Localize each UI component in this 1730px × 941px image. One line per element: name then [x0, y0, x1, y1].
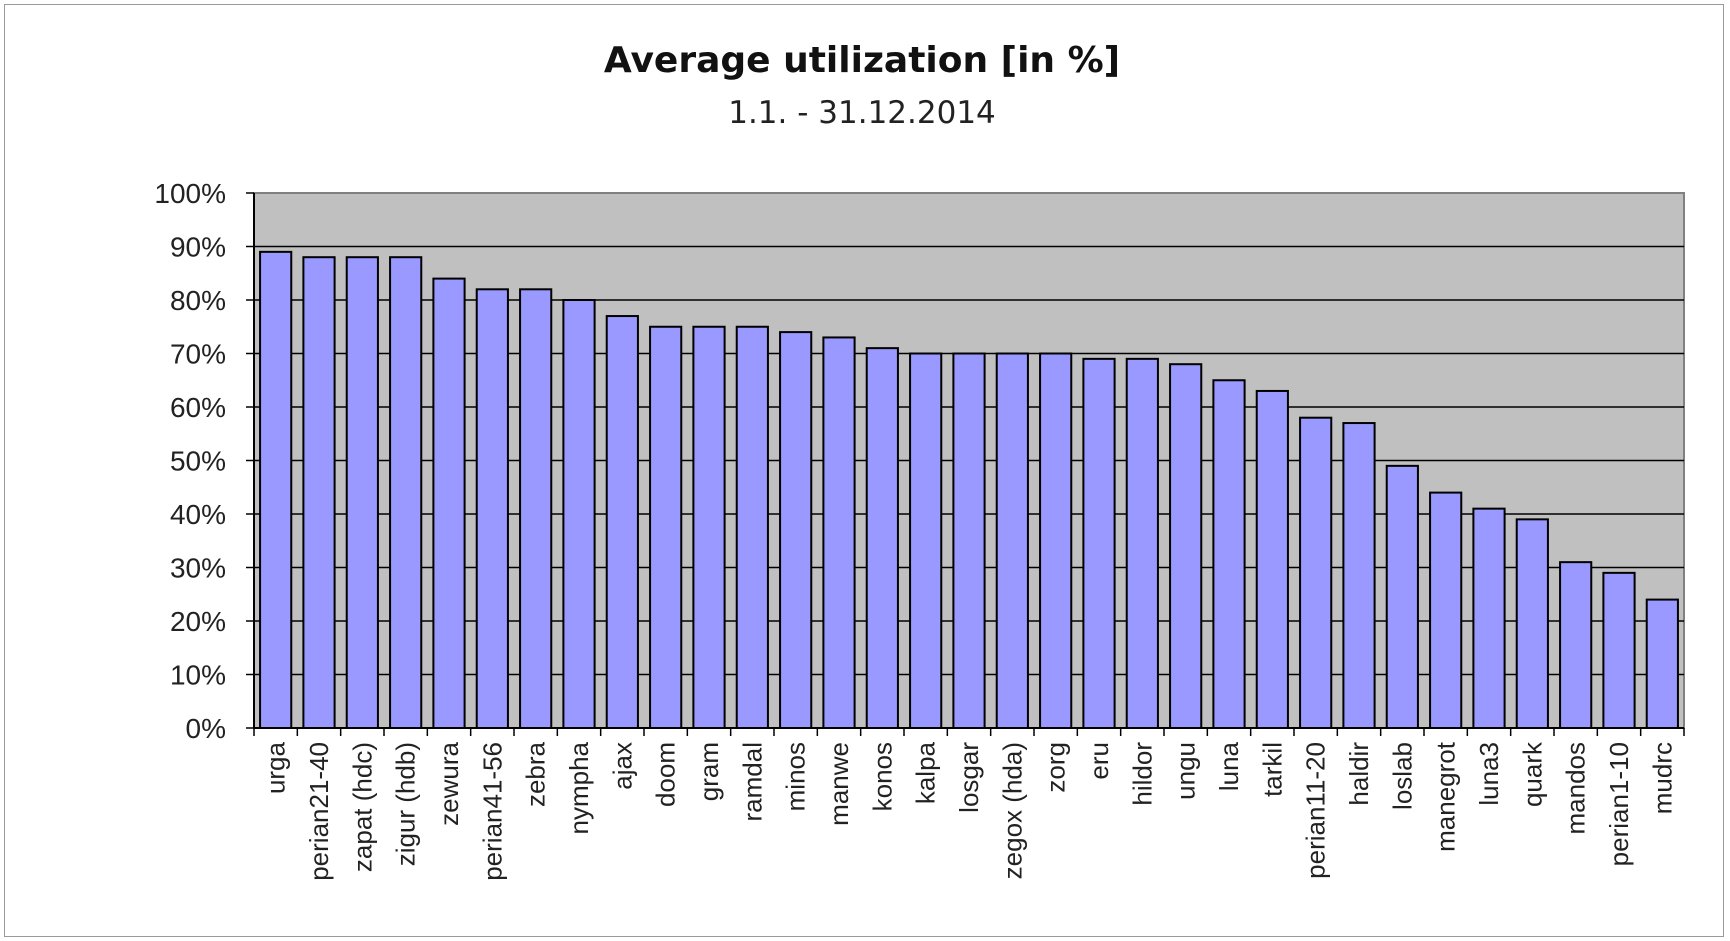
bar-manegrot — [1429, 491, 1463, 729]
bar-perian1-10 — [1602, 571, 1636, 729]
x-tick-label: mudrc — [1647, 742, 1677, 814]
bar-hildor — [1125, 357, 1159, 729]
x-tick-label: urga — [261, 741, 291, 794]
bar-urga — [259, 250, 293, 729]
bar-zegox-hda — [995, 352, 1029, 729]
bar-haldir — [1342, 422, 1376, 729]
bar-perian11-20 — [1299, 416, 1333, 729]
x-tick-label: zapat (hdc) — [347, 742, 377, 872]
y-axis: 0% 10% 20% 30% 40% 50% 60% 70% 80% 90% 100% — [154, 178, 255, 744]
y-tick-label: 100% — [154, 178, 226, 209]
chart-title: Average utilization [in %] — [604, 40, 1120, 81]
x-tick-label: kalpa — [911, 741, 941, 804]
bar-mandos — [1559, 561, 1593, 730]
x-tick-label: konos — [867, 742, 897, 811]
x-tick-label: zebra — [521, 741, 551, 807]
x-tick-label: ajax — [607, 742, 637, 790]
bar-mudrc — [1645, 598, 1679, 729]
x-axis: urga perian21-40 zapat (hdc) zigur (hdb) zew… — [253, 727, 1685, 881]
y-tick-label: 50% — [170, 446, 226, 477]
x-tick-label: quark — [1517, 741, 1547, 807]
bar-perian41-56 — [475, 288, 509, 729]
bar-losgar — [952, 352, 986, 729]
bar-nympha — [562, 299, 596, 729]
x-tick-label: perian11-20 — [1301, 742, 1331, 879]
bar-zorg — [1039, 352, 1073, 729]
x-tick-label: ramdal — [737, 742, 767, 821]
y-tick-label: 40% — [170, 499, 226, 530]
bar-ajax — [605, 315, 639, 729]
x-tick-label: manwe — [824, 742, 854, 826]
x-tick-label: doom — [651, 742, 681, 807]
y-tick-label: 10% — [170, 660, 226, 691]
bar-luna — [1212, 379, 1246, 729]
bar-zapat-hdc — [345, 256, 379, 729]
bar-luna3 — [1472, 507, 1506, 729]
y-tick-label: 90% — [170, 232, 226, 263]
x-tick-label: loslab — [1387, 742, 1417, 810]
bar-gram — [692, 325, 726, 729]
bar-tarkil — [1255, 389, 1289, 729]
y-tick-label: 70% — [170, 339, 226, 370]
x-tick-label: ungu — [1171, 742, 1201, 800]
x-tick-label: losgar — [954, 742, 984, 813]
x-tick-label: nympha — [564, 741, 594, 834]
bar-ungu — [1169, 363, 1203, 729]
x-tick-label: zorg — [1041, 742, 1071, 793]
x-tick-label: perian21-40 — [304, 742, 334, 881]
bar-zigur-hdb — [389, 256, 423, 729]
y-tick-label: 20% — [170, 606, 226, 637]
bar-kalpa — [909, 352, 943, 729]
x-tick-label: gram — [694, 742, 724, 801]
bar-perian21-40 — [302, 256, 336, 729]
x-tick-label: haldir — [1344, 742, 1374, 806]
x-tick-label: hildor — [1127, 742, 1157, 806]
x-tick-label: luna — [1214, 741, 1244, 791]
x-tick-label: minos — [781, 742, 811, 811]
bar-doom — [649, 325, 683, 729]
x-tick-label: eru — [1084, 742, 1114, 780]
y-tick-label: 30% — [170, 553, 226, 584]
bar-konos — [865, 347, 899, 729]
bar-minos — [779, 331, 813, 729]
bar-loslab — [1385, 464, 1419, 729]
bar-ramdal — [735, 325, 769, 729]
x-tick-label: perian1-10 — [1604, 742, 1634, 866]
bar-quark — [1515, 518, 1549, 729]
x-tick-label: zewura — [434, 741, 464, 825]
x-tick-label: luna3 — [1474, 742, 1504, 806]
y-tick-label: 80% — [170, 285, 226, 316]
chart-subtitle: 1.1. - 31.12.2014 — [728, 95, 996, 131]
bar-manwe — [822, 336, 856, 729]
x-tick-label: manegrot — [1431, 741, 1461, 852]
x-tick-label: tarkil — [1257, 742, 1287, 797]
y-tick-label: 60% — [170, 392, 226, 423]
bar-eru — [1082, 357, 1116, 729]
x-tick-label: zigur (hdb) — [391, 742, 421, 866]
y-tick-label: 0% — [186, 713, 226, 744]
x-tick-label: perian41-56 — [477, 742, 507, 881]
bar-zebra — [519, 288, 553, 729]
x-tick-label: zegox (hda) — [997, 742, 1027, 879]
x-tick-label: mandos — [1561, 742, 1591, 835]
bar-zewura — [432, 277, 466, 729]
